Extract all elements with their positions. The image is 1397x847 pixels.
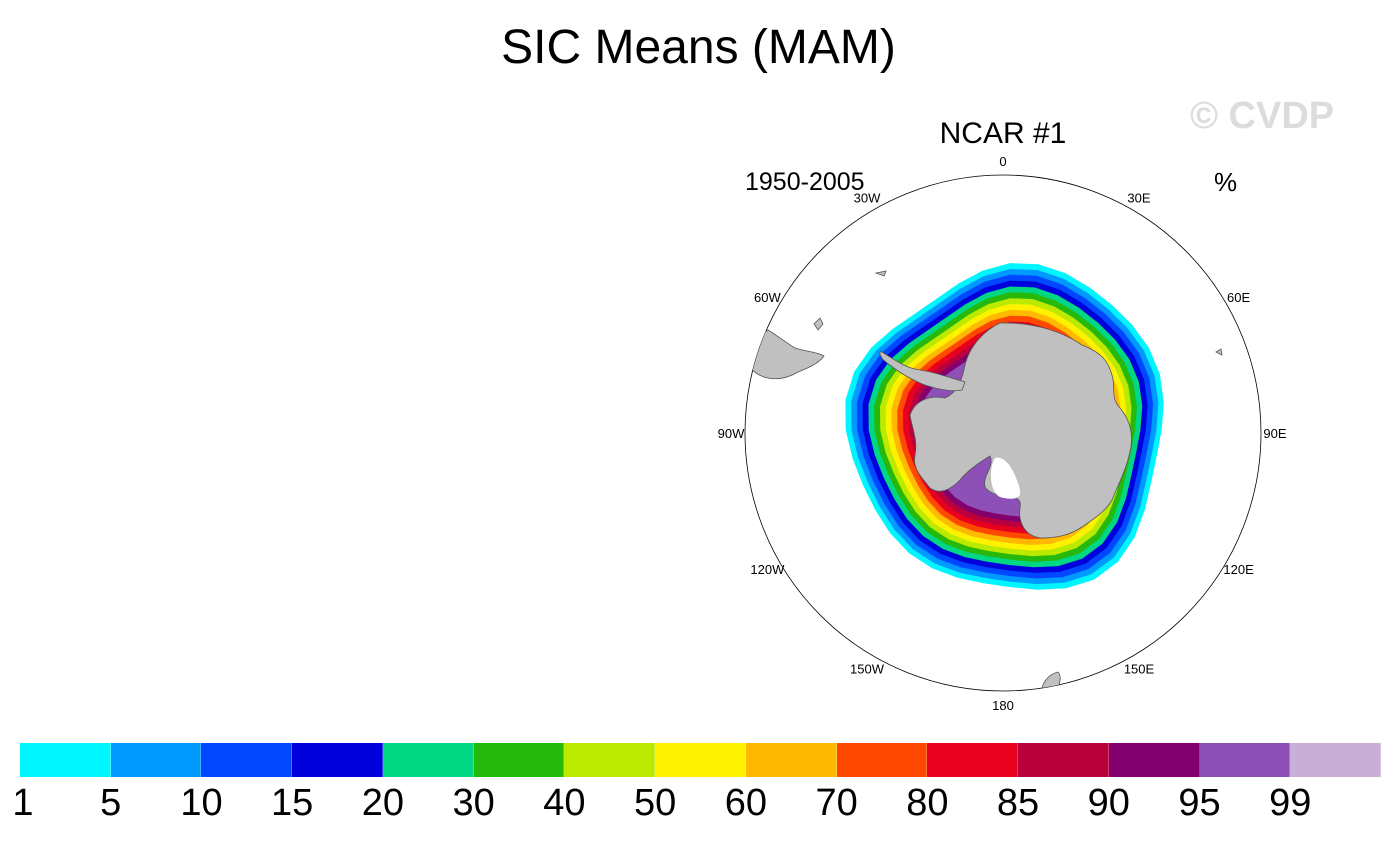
colorbar-labels: 1 5 10 15 20 30 40 50 60 70 80 85 90 95 99 — [0, 780, 1397, 830]
colorbar-segment — [745, 743, 837, 777]
colorbar-tick-label: 60 — [724, 782, 767, 824]
colorbar-tick-label: 95 — [1178, 782, 1221, 824]
colorbar-tick-label: 99 — [1269, 782, 1312, 824]
colorbar-tick-label: 90 — [1087, 782, 1130, 824]
south-america-land — [745, 329, 825, 380]
colorbar-segment — [473, 743, 565, 777]
period-label: 1950-2005 — [745, 168, 865, 196]
colorbar-segment — [1108, 743, 1200, 777]
colorbar-tick-label: 80 — [906, 782, 949, 824]
colorbar-segment — [1290, 743, 1382, 777]
colorbar-segment — [564, 743, 656, 777]
longitude-label: 0 — [999, 154, 1006, 169]
longitude-label: 90E — [1263, 426, 1286, 441]
colorbar-tick-label: 5 — [100, 782, 122, 824]
longitude-labels: 0 30E 60E 90E 120E 150E 180 150W 120W 90W 60W 30W — [718, 154, 1287, 713]
colorbar-tick-label: 15 — [271, 782, 314, 824]
colorbar-tick-label: 70 — [815, 782, 858, 824]
colorbar-tick-label: 1 — [12, 782, 34, 824]
longitude-label: 150E — [1124, 662, 1155, 677]
colorbar-segment — [1018, 743, 1109, 777]
figure-title: SIC Means (MAM) — [501, 21, 896, 74]
longitude-label: 150W — [850, 662, 885, 677]
colorbar-segment — [836, 743, 928, 777]
longitude-label: 30E — [1127, 190, 1150, 205]
watermark: © CVDP — [1190, 95, 1335, 137]
colorbar-segment — [1199, 743, 1291, 777]
colorbar-segment — [110, 743, 202, 777]
colorbar-tick-label: 40 — [543, 782, 586, 824]
longitude-label: 120W — [750, 562, 785, 577]
colorbar-segment — [292, 743, 383, 777]
colorbar-tick-label: 10 — [180, 782, 223, 824]
colorbar — [20, 743, 1382, 777]
colorbar-segment — [20, 743, 111, 777]
antarctic-peninsula — [879, 351, 966, 392]
longitude-label: 60W — [754, 290, 781, 305]
colorbar-tick-label: 85 — [996, 782, 1040, 824]
polar-map: 0 30E 60E 90E 120E 150E 180 150W 120W 90W 60W 30W — [718, 154, 1287, 713]
colorbar-tick-label: 30 — [452, 782, 495, 824]
antarctica-land — [909, 322, 1132, 539]
colorbar-segment — [201, 743, 293, 777]
longitude-label: 90W — [718, 426, 745, 441]
colorbar-tick-label: 20 — [361, 782, 405, 824]
units-label: % — [1214, 167, 1238, 197]
longitude-label: 30W — [854, 190, 881, 205]
longitude-label: 120E — [1223, 562, 1254, 577]
longitude-label: 180 — [992, 698, 1014, 713]
longitude-label: 60E — [1227, 290, 1250, 305]
colorbar-segment — [382, 743, 474, 777]
panel-title: NCAR #1 — [939, 117, 1067, 150]
colorbar-segment — [927, 743, 1019, 777]
colorbar-segment — [655, 743, 746, 777]
colorbar-tick-label: 50 — [633, 782, 677, 824]
